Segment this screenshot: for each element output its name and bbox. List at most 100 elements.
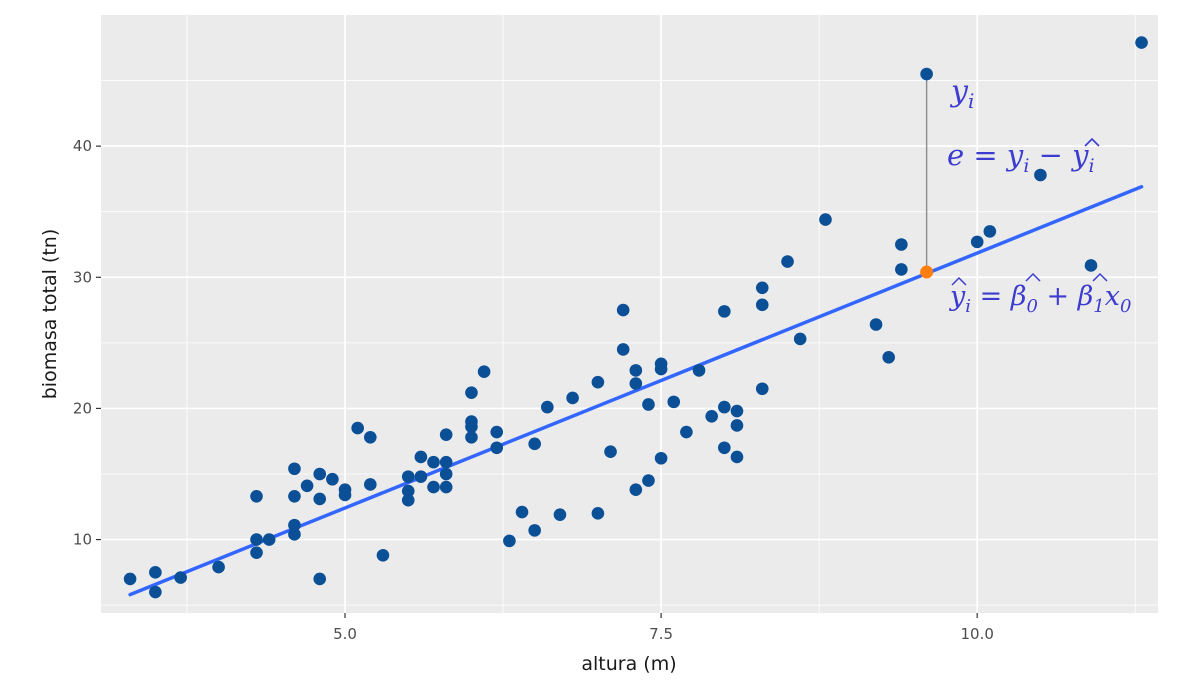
data-point xyxy=(288,528,301,541)
fitted-hat-b0 xyxy=(1025,272,1041,282)
data-point xyxy=(895,238,908,251)
x-tick-label: 10.0 xyxy=(960,625,993,643)
yhat-hat-mark xyxy=(1084,137,1100,147)
data-point xyxy=(895,263,908,276)
data-point xyxy=(718,305,731,318)
data-points xyxy=(123,36,1148,599)
data-point xyxy=(250,533,263,546)
y-tick-label: 40 xyxy=(73,137,92,155)
data-point xyxy=(401,484,415,498)
data-point xyxy=(123,572,137,586)
data-point xyxy=(401,493,415,507)
data-point xyxy=(718,400,731,414)
data-point xyxy=(882,350,895,364)
data-point xyxy=(629,377,643,390)
data-point xyxy=(983,225,997,238)
data-point xyxy=(376,548,390,562)
data-point xyxy=(490,425,504,439)
data-point xyxy=(503,534,516,548)
fitted-hat-b1 xyxy=(1092,272,1108,282)
annotation-fitted: yi = β0 + β1x0 xyxy=(949,281,1131,317)
data-point xyxy=(313,492,327,506)
data-point xyxy=(313,572,327,586)
data-point xyxy=(174,571,187,584)
data-point xyxy=(414,470,428,483)
data-point xyxy=(755,382,769,396)
data-point xyxy=(819,213,832,226)
y-axis-title: biomasa total (tn) xyxy=(39,229,61,400)
data-point xyxy=(427,455,440,469)
data-point xyxy=(313,467,327,481)
data-point xyxy=(300,479,314,493)
data-point xyxy=(591,375,605,389)
data-point xyxy=(212,560,225,574)
data-point xyxy=(629,483,643,497)
data-point xyxy=(616,303,630,317)
data-point xyxy=(528,437,541,451)
data-point xyxy=(465,386,478,399)
data-point xyxy=(250,546,263,559)
data-point xyxy=(920,67,933,81)
y-tick-label: 10 xyxy=(73,531,92,549)
data-point xyxy=(528,524,541,537)
data-point xyxy=(730,450,744,464)
data-point xyxy=(465,430,478,444)
data-point xyxy=(1135,36,1148,49)
x-tick-label: 5.0 xyxy=(333,625,357,643)
data-point xyxy=(439,428,453,441)
x-axis-title: altura (m) xyxy=(581,653,676,675)
axes: 5.0 7.5 10.0 10 20 30 40 xyxy=(73,137,994,643)
fitted-hat-yi xyxy=(951,276,967,286)
grid xyxy=(101,15,1158,613)
data-point xyxy=(642,474,655,487)
data-point xyxy=(414,450,428,464)
data-point xyxy=(793,332,807,346)
data-point xyxy=(680,425,693,439)
data-point xyxy=(705,409,718,423)
data-point xyxy=(869,318,883,331)
data-point xyxy=(541,400,554,414)
annotation-yi: yi xyxy=(949,74,974,113)
fitted-value-point xyxy=(920,265,934,279)
data-point xyxy=(439,455,453,469)
data-point xyxy=(755,281,769,295)
data-point xyxy=(781,255,794,268)
data-point xyxy=(730,404,744,418)
data-point xyxy=(604,445,617,458)
data-point xyxy=(1034,168,1047,182)
data-point xyxy=(351,421,364,435)
data-point xyxy=(654,362,668,376)
data-point xyxy=(288,462,301,476)
data-point xyxy=(439,480,453,494)
data-point xyxy=(616,343,630,356)
data-point xyxy=(490,441,504,455)
data-point xyxy=(288,518,301,532)
data-point xyxy=(364,430,377,444)
x-tick-label: 7.5 xyxy=(649,625,673,643)
data-point xyxy=(149,566,162,579)
annotation-residual: e = yi − yi xyxy=(947,138,1095,177)
data-point xyxy=(629,364,643,377)
data-point xyxy=(730,419,744,432)
plot-panel xyxy=(101,15,1158,613)
data-point xyxy=(326,472,339,486)
data-point xyxy=(515,505,529,519)
data-point xyxy=(654,451,668,465)
data-point xyxy=(338,488,352,502)
data-point xyxy=(427,480,440,494)
data-point xyxy=(439,467,453,481)
y-tick-label: 20 xyxy=(73,399,92,417)
data-point xyxy=(149,585,162,599)
data-point xyxy=(364,478,377,491)
data-point xyxy=(250,489,263,503)
data-point xyxy=(718,441,731,455)
data-point xyxy=(553,508,567,521)
data-point xyxy=(262,533,276,546)
data-point xyxy=(692,364,706,377)
data-point xyxy=(1084,259,1098,272)
data-point xyxy=(970,235,984,249)
data-point xyxy=(288,489,301,503)
data-point xyxy=(667,395,681,409)
data-point xyxy=(401,470,415,483)
